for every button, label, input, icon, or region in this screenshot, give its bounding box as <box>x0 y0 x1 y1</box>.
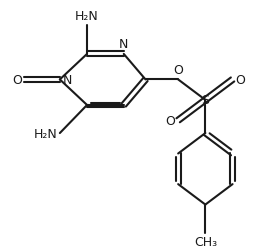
Text: H₂N: H₂N <box>33 127 57 140</box>
Text: O: O <box>166 114 175 127</box>
Text: H₂N: H₂N <box>75 10 99 23</box>
Text: O: O <box>235 74 245 87</box>
Text: CH₃: CH₃ <box>194 235 217 248</box>
Text: N: N <box>63 74 72 87</box>
Text: O: O <box>12 74 22 87</box>
Text: S: S <box>201 94 209 107</box>
Text: O: O <box>173 64 183 77</box>
Text: N: N <box>119 38 128 51</box>
